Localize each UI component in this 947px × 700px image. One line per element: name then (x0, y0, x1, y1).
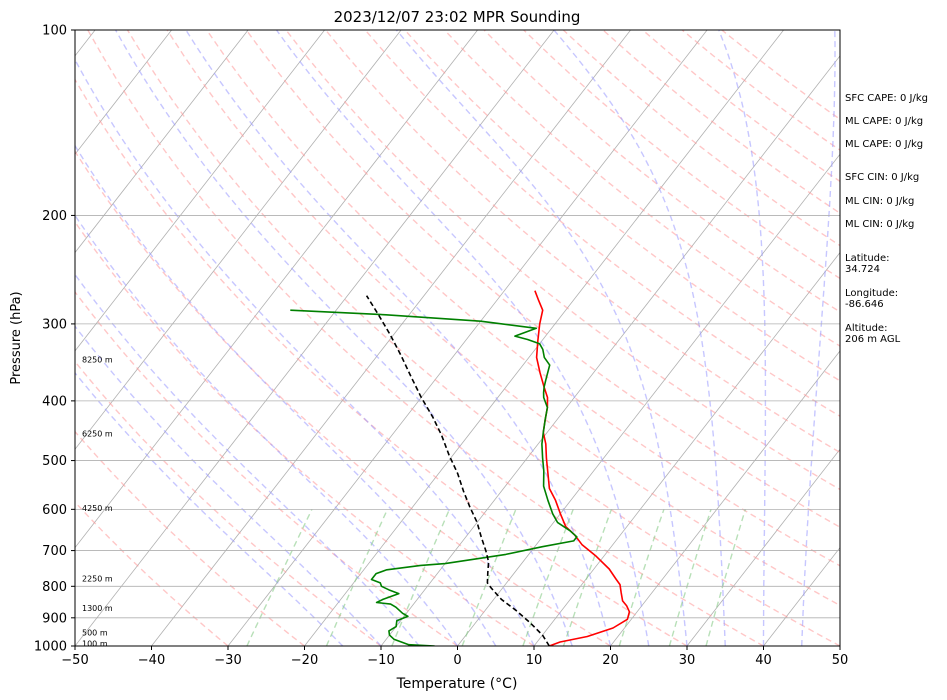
background-lines (75, 30, 840, 646)
y-tick-label: 700 (42, 544, 67, 559)
moist-adiabat-line (75, 371, 344, 646)
moist-adiabat-line (75, 144, 497, 646)
x-tick-label: 30 (679, 653, 696, 668)
dry-adiabat-line (245, 30, 840, 528)
dry-adiabat-line (75, 430, 305, 646)
dry-adiabat-line (75, 150, 611, 646)
altitude-value: 206 m AGL (845, 334, 901, 345)
dry-adiabat-line (87, 30, 764, 646)
y-tick-label: 100 (42, 24, 67, 39)
isotherm-line (380, 55, 840, 646)
isotherm-line (457, 153, 840, 646)
height-label: 100 m (82, 640, 108, 649)
latitude-label: Latitude: (845, 253, 890, 264)
altitude-label: Altitude: (845, 323, 888, 334)
height-label: 6250 m (82, 430, 113, 439)
y-tick-label: 400 (42, 394, 67, 409)
y-tick-label: 800 (42, 580, 67, 595)
moist-adiabat-line (75, 214, 459, 646)
ml-cin-text: ML CIN: 0 J/kg (845, 196, 915, 207)
isotherm-line (610, 350, 840, 646)
mixing-ratio-line (668, 509, 712, 646)
ml-cin-text-2: ML CIN: 0 J/kg (845, 219, 915, 230)
height-label: 1300 m (82, 604, 113, 613)
ml-cape-text-2: ML CAPE: 0 J/kg (845, 139, 924, 150)
moist-adiabat-line (275, 30, 650, 646)
trace-line-3 (365, 295, 550, 646)
moist-adiabat-line (114, 30, 573, 646)
trace-line-1 (534, 290, 631, 646)
moist-adiabat-line (75, 273, 420, 646)
isotherm-line (75, 30, 249, 254)
isotherm-line (227, 30, 708, 646)
height-label: 4250 m (82, 504, 113, 513)
mixing-ratio-line (391, 509, 451, 646)
dry-adiabat-line (75, 290, 458, 646)
chart-title: 2023/12/07 23:02 MPR Sounding (334, 8, 581, 26)
moist-adiabat-line (75, 325, 382, 646)
moist-adiabat-line (801, 30, 836, 646)
moist-adiabat-line (718, 30, 767, 646)
isotherm-line (75, 30, 478, 549)
sfc-cin-text: SFC CIN: 0 J/kg (845, 172, 920, 183)
moist-adiabat-line (75, 58, 535, 646)
dry-adiabat-line (75, 360, 382, 646)
x-tick-label: −30 (214, 653, 241, 668)
y-tick-label: 1000 (34, 640, 67, 655)
x-tick-label: 50 (832, 653, 849, 668)
height-label: 8250 m (82, 356, 113, 365)
x-tick-label: 20 (602, 653, 619, 668)
dry-adiabat-line (285, 30, 840, 491)
moist-adiabat-line (185, 30, 612, 646)
x-tick-label: −40 (138, 653, 165, 668)
latitude-value: 34.724 (845, 264, 880, 275)
axis-ticks: −50 −40 −30 −20 −10 0 10 20 30 40 50 100 200 300 400 50… (34, 24, 848, 669)
trace-line-2 (290, 309, 578, 646)
mixing-ratio-line (562, 509, 613, 646)
y-tick-label: 500 (42, 454, 67, 469)
sfc-cape-text: SFC CAPE: 0 J/kg (845, 93, 928, 104)
x-tick-label: −20 (291, 653, 318, 668)
isotherm-line (533, 251, 840, 646)
mixing-ratio-line (705, 509, 747, 646)
isotherm-line (75, 30, 555, 646)
pressure-gridlines (75, 215, 840, 619)
x-tick-label: 10 (526, 653, 543, 668)
longitude-value: -86.646 (845, 299, 884, 310)
isotherm-line (304, 30, 784, 646)
x-axis-label: Temperature (°C) (396, 676, 518, 692)
y-tick-label: 200 (42, 209, 67, 224)
x-tick-label: −10 (367, 653, 394, 668)
x-tick-label: −50 (61, 653, 88, 668)
isotherm-line (75, 30, 325, 352)
dry-adiabat-line (75, 78, 688, 646)
dry-adiabat-line (206, 30, 840, 567)
mixing-ratio-line (325, 509, 389, 646)
y-tick-label: 600 (42, 503, 67, 518)
height-labels: 100 m 500 m 1300 m 2250 m 4250 m 6250 m 8250 m (82, 356, 113, 649)
mixing-ratio-line (461, 509, 517, 646)
dry-adiabat-line (483, 30, 840, 313)
dry-adiabat-line (126, 30, 840, 646)
moist-adiabat-line (553, 30, 726, 646)
plot-frame (74, 29, 841, 647)
x-tick-label: 0 (453, 653, 461, 668)
y-tick-label: 300 (42, 317, 67, 332)
sounding-traces (290, 290, 631, 646)
isotherm-line (75, 30, 402, 450)
isotherm-line (686, 448, 840, 646)
dry-adiabat-line (75, 220, 535, 646)
height-label: 2250 m (82, 574, 113, 583)
y-axis-label: Pressure (hPa) (9, 291, 24, 384)
x-tick-label: 40 (755, 653, 772, 668)
mixing-ratio-line (618, 509, 665, 646)
longitude-label: Longitude: (845, 288, 899, 299)
ml-cape-text: ML CAPE: 0 J/kg (845, 116, 924, 127)
dry-adiabat-line (166, 30, 840, 607)
y-tick-label: 900 (42, 611, 67, 626)
height-label: 500 m (82, 628, 108, 637)
isotherm-line (75, 30, 172, 155)
dry-adiabat-line (443, 30, 840, 347)
